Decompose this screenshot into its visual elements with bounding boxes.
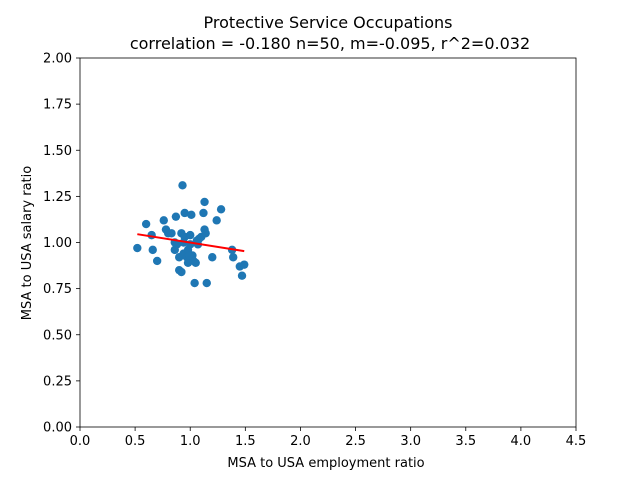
data-point-28 <box>190 278 199 288</box>
chart-subtitle: correlation = -0.180 n=50, m=-0.095, r^2… <box>130 34 530 53</box>
x-tick-label-3: 1.5 <box>235 434 256 449</box>
x-tick-label-5: 2.5 <box>345 434 366 449</box>
data-point-42 <box>229 253 238 262</box>
data-point-29 <box>191 258 200 267</box>
x-tick-label-6: 3.0 <box>400 434 421 449</box>
x-tick-label-4: 2.0 <box>290 434 311 449</box>
y-tick-label-1: 0.25 <box>43 374 72 389</box>
data-point-37 <box>202 278 211 288</box>
data-point-1 <box>141 219 151 229</box>
x-tick-label-2: 1.0 <box>180 434 201 449</box>
data-point-15 <box>177 267 186 277</box>
data-point-8 <box>167 229 176 238</box>
y-tick-label-6: 1.50 <box>43 144 72 159</box>
data-point-36 <box>201 229 210 238</box>
x-axis-label: MSA to USA employment ratio <box>227 456 424 471</box>
data-point-3 <box>148 245 157 255</box>
data-point-18 <box>180 208 189 218</box>
x-tick-label-9: 4.5 <box>566 434 587 449</box>
data-point-33 <box>199 208 208 218</box>
x-axis-ticks: 0.0 0.5 1.0 1.5 2.0 2.5 3.0 3.5 4.0 4.5 <box>70 427 587 449</box>
data-point-5 <box>159 216 168 225</box>
data-point-4 <box>152 256 162 266</box>
x-tick-label-7: 3.5 <box>455 434 476 449</box>
y-tick-label-2: 0.50 <box>43 328 72 343</box>
data-point-23 <box>186 230 195 240</box>
y-tick-label-0: 0.00 <box>43 421 72 436</box>
y-axis-label: MSA to USA salary ratio <box>20 166 35 320</box>
data-point-34 <box>200 197 209 207</box>
data-point-44 <box>237 271 247 280</box>
regression-line <box>137 233 245 253</box>
data-point-40 <box>216 205 226 214</box>
y-tick-label-8: 2.00 <box>43 52 72 67</box>
y-axis-ticks: 0.00 0.25 0.50 0.75 1.00 1.25 1.50 1.75 2.00 <box>43 52 80 436</box>
x-tick-label-1: 0.5 <box>125 434 146 449</box>
data-point-10 <box>171 212 181 221</box>
y-tick-label-7: 1.75 <box>43 98 72 113</box>
y-tick-label-5: 1.25 <box>43 190 72 205</box>
plot-frame <box>79 57 577 428</box>
x-tick-label-0: 0.0 <box>70 434 91 449</box>
data-point-47 <box>184 251 194 260</box>
data-point-16 <box>178 181 187 190</box>
data-point-45 <box>240 260 249 269</box>
chart-title: Protective Service Occupations <box>204 13 453 32</box>
plot-area <box>79 57 577 428</box>
data-point-38 <box>208 253 217 262</box>
data-point-0 <box>133 243 142 253</box>
data-point-39 <box>212 216 221 225</box>
y-tick-label-4: 1.00 <box>43 236 72 251</box>
data-point-25 <box>187 210 196 220</box>
y-tick-label-3: 0.75 <box>43 282 72 297</box>
x-tick-label-8: 4.0 <box>511 434 532 449</box>
